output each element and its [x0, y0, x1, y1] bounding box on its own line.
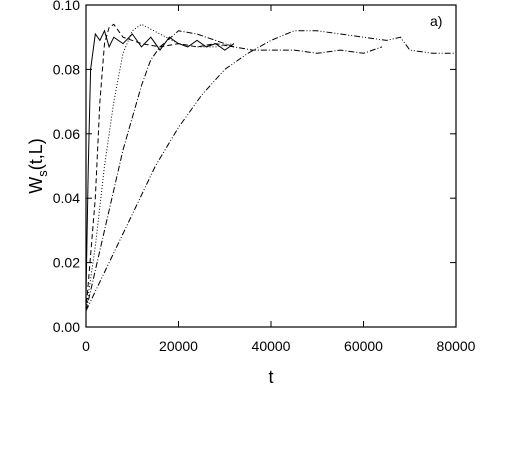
x-axis-label: t	[268, 367, 273, 387]
series-line	[85, 29, 235, 295]
y-tick-label: 0.02	[53, 255, 80, 271]
annotation: a)	[430, 13, 442, 29]
series-line	[85, 23, 235, 311]
y-axis-label: Ws(t,L)	[26, 138, 50, 194]
series-line	[85, 30, 456, 312]
x-tick-label: 20000	[159, 338, 198, 354]
x-tick-label: 60000	[344, 338, 383, 354]
y-tick-label: 0.08	[53, 61, 80, 77]
x-tick-label: 40000	[252, 338, 291, 354]
x-tick-label: 80000	[437, 338, 476, 354]
x-tick-label: 0	[82, 338, 90, 354]
y-tick-label: 0.06	[53, 126, 80, 142]
y-label-subscript: s	[35, 170, 50, 177]
y-label-suffix: (t,L)	[26, 138, 46, 170]
y-tick-label: 0.04	[53, 190, 80, 206]
series-line	[85, 30, 383, 312]
plot-frame	[85, 4, 457, 328]
series-line	[85, 23, 235, 311]
y-tick-label: 0.10	[53, 0, 80, 13]
y-tick-label: 0.00	[53, 319, 80, 335]
y-label-base: W	[26, 177, 46, 194]
